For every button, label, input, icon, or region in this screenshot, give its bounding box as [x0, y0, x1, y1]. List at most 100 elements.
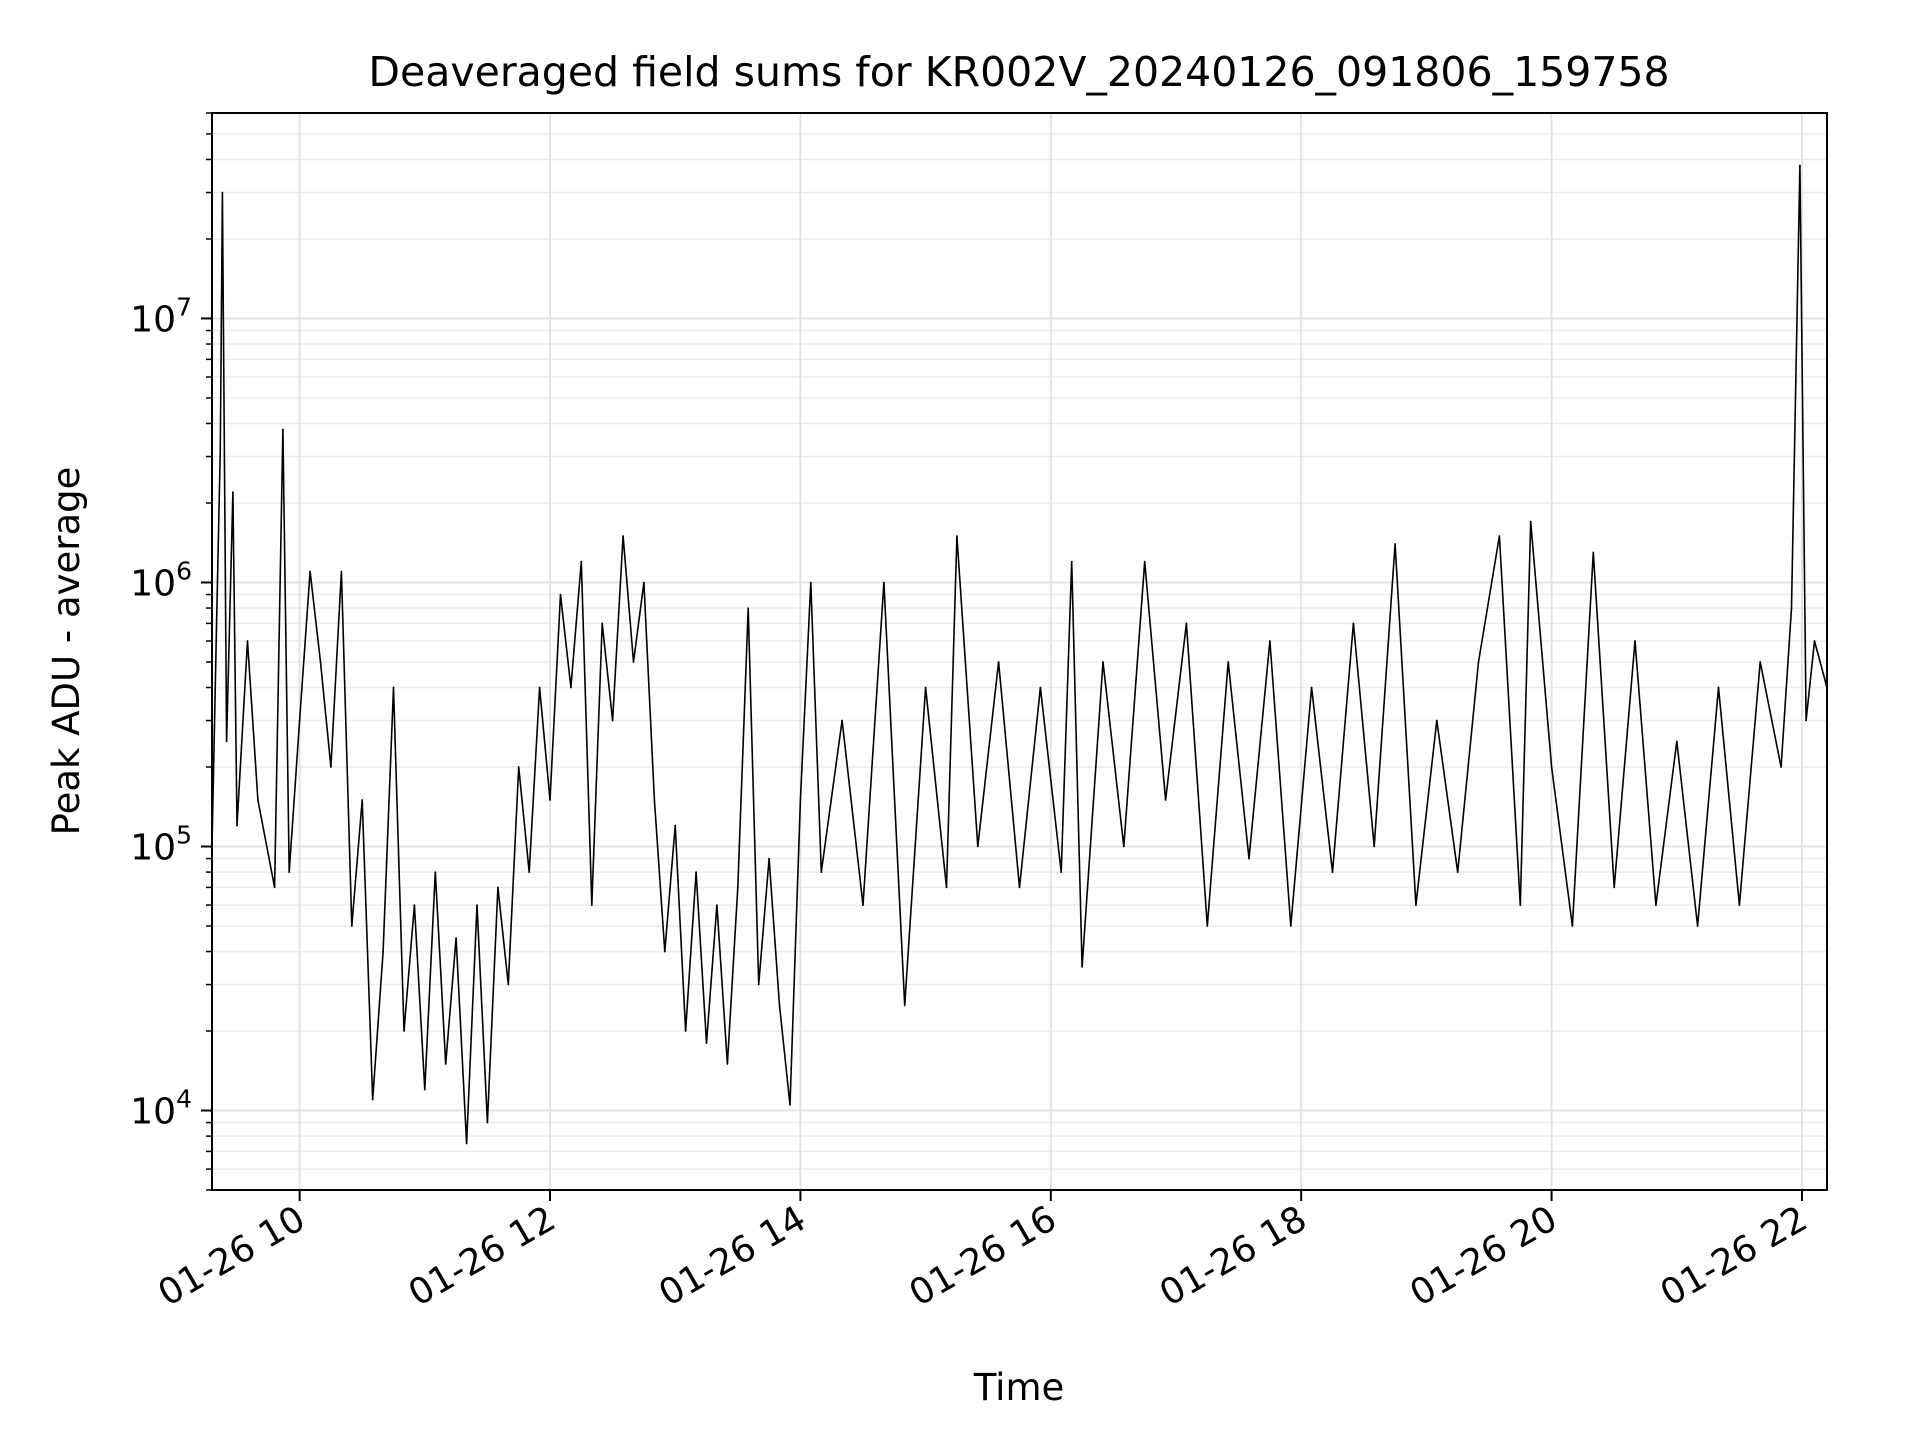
- data-point: [705, 1042, 708, 1044]
- data-point: [1102, 661, 1104, 663]
- data-point: [528, 871, 531, 873]
- series-layer: [211, 164, 1828, 1145]
- data-point: [1634, 640, 1636, 642]
- data-point: [434, 871, 437, 873]
- data-point: [611, 719, 614, 722]
- data-point: [236, 824, 238, 827]
- data-point: [1805, 719, 1807, 722]
- data-point: [956, 535, 958, 537]
- data-point: [1759, 661, 1762, 663]
- data-point: [778, 1004, 781, 1007]
- data-point: [1331, 871, 1334, 873]
- data-point: [517, 766, 520, 768]
- data-point: [282, 428, 284, 431]
- data-point: [674, 824, 677, 827]
- data-point: [1435, 719, 1438, 722]
- data-point: [1592, 551, 1595, 554]
- data-point: [1018, 886, 1021, 889]
- data-point: [1456, 871, 1459, 873]
- data-point: [273, 886, 276, 889]
- data-point: [219, 448, 222, 450]
- data-point: [789, 1104, 791, 1106]
- data-point: [361, 799, 364, 801]
- data-point: [1550, 766, 1553, 768]
- x-axis-label: Time: [973, 1366, 1065, 1409]
- data-point: [684, 1030, 687, 1032]
- data-point: [997, 661, 1000, 663]
- data-point: [663, 950, 666, 953]
- data-point: [507, 983, 510, 986]
- data-point: [350, 925, 353, 927]
- data-point: [924, 686, 927, 689]
- data-point: [413, 904, 416, 906]
- data-point: [225, 740, 228, 743]
- data-point: [423, 1088, 426, 1091]
- data-point: [622, 535, 624, 537]
- data-point: [1738, 904, 1741, 906]
- data-point: [883, 581, 885, 584]
- data-point: [340, 570, 343, 573]
- data-point: [1394, 543, 1396, 545]
- data-point: [382, 950, 384, 953]
- data-point: [1081, 966, 1083, 968]
- y-tick-label: 105: [130, 820, 192, 868]
- data-point: [747, 607, 750, 609]
- data-point: [1185, 622, 1188, 625]
- data-point: [1613, 886, 1616, 889]
- data-point: [1498, 535, 1501, 537]
- data-point: [444, 1063, 447, 1065]
- data-point: [1070, 560, 1073, 563]
- data-point: [1717, 686, 1720, 689]
- data-point: [221, 191, 224, 194]
- data-point: [246, 640, 249, 642]
- data-point: [1813, 640, 1816, 642]
- data-point: [862, 904, 864, 906]
- data-point: [1477, 661, 1480, 663]
- tick-marks: [201, 112, 1803, 1201]
- data-point: [309, 570, 311, 573]
- data-point: [403, 1030, 405, 1032]
- data-point: [601, 622, 604, 625]
- data-point: [1060, 871, 1063, 873]
- data-point: [653, 799, 656, 801]
- data-point: [486, 1121, 489, 1124]
- y-tick-labels: 104 105 106 107: [130, 292, 192, 1132]
- data-point: [1373, 845, 1376, 848]
- data-point: [945, 886, 948, 889]
- data-point: [288, 871, 291, 873]
- data-point: [330, 766, 332, 768]
- data-point: [559, 593, 562, 596]
- series-line: [211, 165, 1828, 1144]
- data-point: [298, 719, 301, 722]
- data-point: [580, 560, 583, 563]
- data-point: [736, 886, 739, 889]
- data-point: [257, 799, 259, 801]
- data-point: [1519, 904, 1522, 906]
- data-point: [1790, 607, 1793, 609]
- data-point: [549, 799, 551, 801]
- data-point: [497, 886, 499, 889]
- data-point: [1310, 686, 1313, 689]
- data-point: [1164, 799, 1167, 801]
- data-point: [392, 686, 395, 689]
- data-point: [1799, 164, 1801, 167]
- data-point: [590, 904, 593, 906]
- data-point: [1415, 904, 1417, 906]
- data-point: [1571, 925, 1574, 927]
- y-tick-label: 106: [130, 556, 192, 604]
- data-point: [757, 983, 760, 986]
- data-point: [726, 1063, 729, 1065]
- data-point: [465, 1142, 468, 1145]
- data-point: [820, 871, 823, 873]
- data-point: [319, 661, 322, 663]
- data-point: [1675, 740, 1678, 743]
- data-point: [1248, 857, 1250, 860]
- data-point: [476, 904, 478, 906]
- data-point: [695, 871, 697, 873]
- data-point: [768, 857, 770, 860]
- y-tick-label: 104: [130, 1085, 192, 1133]
- data-point: [1529, 520, 1532, 523]
- data-point: [1039, 686, 1042, 689]
- data-point: [1352, 622, 1355, 625]
